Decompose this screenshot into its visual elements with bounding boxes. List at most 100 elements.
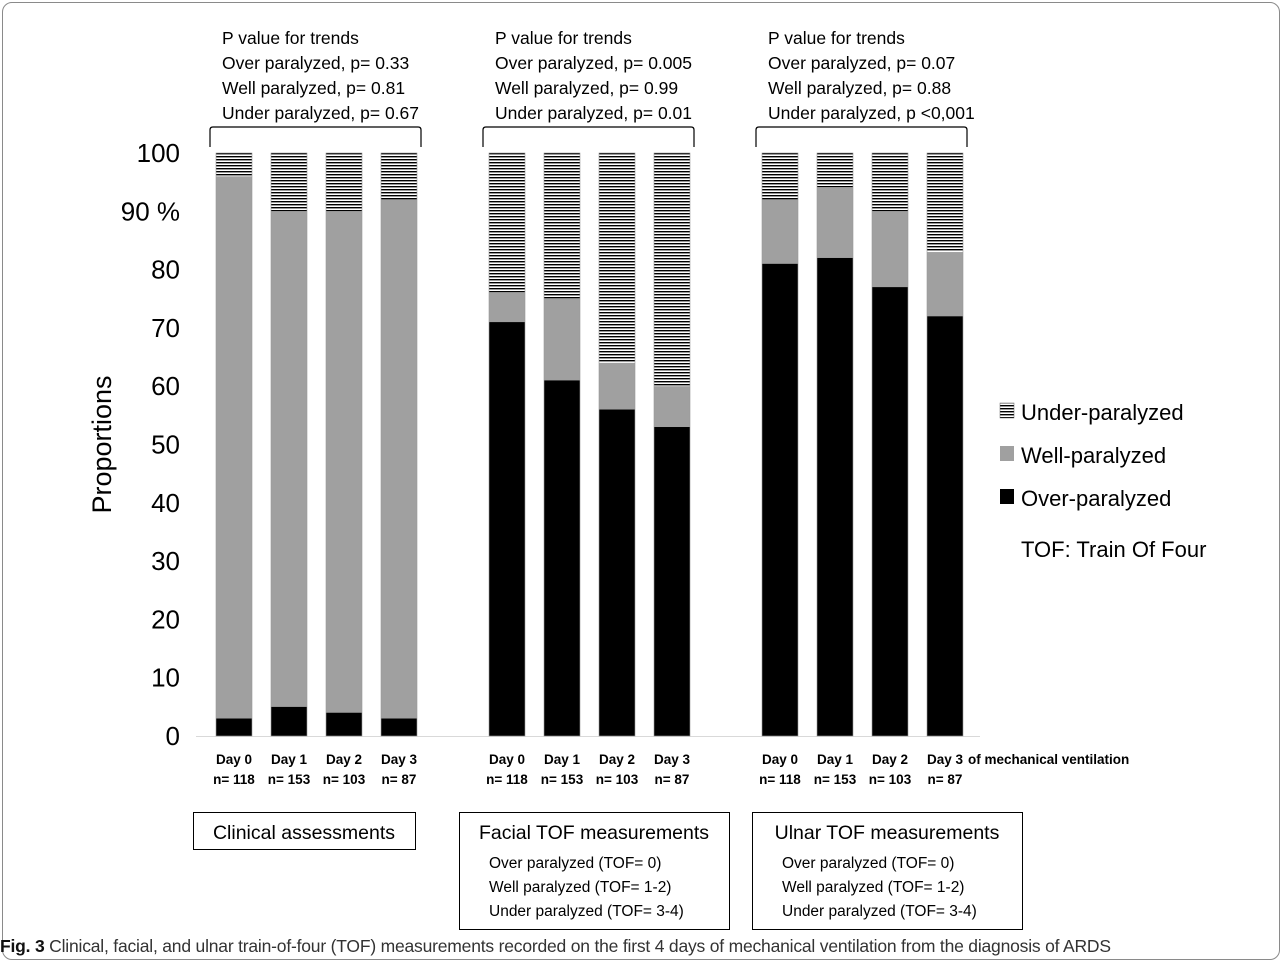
legend-swatch-under <box>999 402 1015 419</box>
bar-segment-under <box>817 153 853 188</box>
bar-segment-under <box>326 153 362 212</box>
x-tick-n-label: n= 103 <box>323 772 366 787</box>
group-box <box>459 812 730 930</box>
bar-segment-well <box>927 252 963 317</box>
bar-segment-under <box>927 153 963 253</box>
group-definition-line: Under paralyzed (TOF= 3-4) <box>782 903 977 920</box>
x-tick-day-label: Day 2 <box>599 752 635 767</box>
bar-segment-well <box>654 386 690 428</box>
x-tick-day-label: Day 1 <box>544 752 581 767</box>
y-axis-label: Proportions <box>87 375 117 513</box>
bar-segment-over <box>654 427 690 736</box>
y-tick-label: 50 <box>151 430 180 460</box>
x-tick-n-label: n= 153 <box>268 772 311 787</box>
bar-outline <box>871 152 909 737</box>
group-title: Clinical assessments <box>213 822 395 844</box>
group-box <box>193 812 416 850</box>
bar-segment-well <box>817 187 853 258</box>
bar-segment-over <box>872 287 908 736</box>
x-tick-n-label: n= 87 <box>655 772 690 787</box>
bar-segment-over <box>271 706 307 736</box>
group-definition-line: Under paralyzed (TOF= 3-4) <box>489 903 684 920</box>
y-tick-label: 20 <box>151 604 180 634</box>
x-tick-n-label: n= 118 <box>486 772 528 787</box>
x-tick-day-label: Day 3 <box>654 752 691 767</box>
pvalue-text: Under paralyzed, p= 0.67 <box>222 103 419 123</box>
pvalue-text: Over paralyzed, p= 0.005 <box>495 53 692 73</box>
bar-segment-under <box>599 153 635 363</box>
bar-outline <box>380 152 418 737</box>
x-tick-day-label: Day 2 <box>872 752 908 767</box>
y-tick-label: 80 <box>151 255 180 285</box>
legend-note: TOF: Train Of Four <box>1021 537 1206 562</box>
bar-segment-over <box>599 409 635 736</box>
x-tick-day-label: Day 3 <box>381 752 418 767</box>
y-tick-label: 0 <box>166 721 180 751</box>
bar-outline <box>926 152 964 737</box>
bar-segment-under <box>381 153 417 200</box>
pvalue-bracket <box>755 126 968 147</box>
y-tick-label: 40 <box>151 488 180 518</box>
bar-outline <box>270 152 308 737</box>
y-tick-label: 30 <box>151 546 180 576</box>
bar-outline <box>816 152 854 737</box>
x-tick-day-label: Day 1 <box>817 752 854 767</box>
x-tick-day-label: Day 0 <box>216 752 252 767</box>
bar-segment-well <box>216 176 252 719</box>
bar-segment-well <box>544 298 580 381</box>
bar-segment-under <box>654 153 690 387</box>
pvalue-text: Well paralyzed, p= 0.88 <box>768 78 951 98</box>
bar-segment-well <box>599 362 635 410</box>
group-definition-line: Over paralyzed (TOF= 0) <box>489 855 661 872</box>
bar-segment-well <box>326 211 362 713</box>
bar-segment-over <box>817 257 853 736</box>
bar-segment-under <box>872 153 908 212</box>
bar-outline <box>488 152 526 737</box>
y-tick-label: 90 % <box>121 196 180 226</box>
pvalue-text: P value for trends <box>495 28 632 48</box>
bar-segment-over <box>762 263 798 736</box>
x-tick-n-label: n= 153 <box>814 772 857 787</box>
y-tick-label: 60 <box>151 371 180 401</box>
bar-segment-over <box>381 718 417 736</box>
x-tick-n-label: n= 87 <box>382 772 417 787</box>
y-tick-label: 10 <box>151 663 180 693</box>
bar-segment-well <box>381 199 417 719</box>
figure-caption: Fig. 3 Clinical, facial, and ulnar train… <box>0 936 1284 957</box>
bar-segment-under <box>762 153 798 200</box>
pvalue-text: P value for trends <box>222 28 359 48</box>
bar-segment-over <box>489 322 525 736</box>
bar-outline <box>598 152 636 737</box>
x-tick-n-label: n= 118 <box>759 772 801 787</box>
bar-segment-well <box>762 199 798 264</box>
x-tick-day-label: Day 0 <box>762 752 798 767</box>
bar-outline <box>653 152 691 737</box>
legend-label-under: Under-paralyzed <box>1021 400 1184 425</box>
caption-label: Fig. 3 <box>0 936 45 956</box>
group-definition-line: Well paralyzed (TOF= 1-2) <box>782 879 964 896</box>
pvalue-bracket <box>482 126 695 147</box>
bar-segment-well <box>489 292 525 323</box>
pvalue-text: Over paralyzed, p= 0.07 <box>768 53 955 73</box>
legend-swatch-well <box>1000 446 1014 461</box>
bar-segment-well <box>872 211 908 288</box>
legend-label-well: Well-paralyzed <box>1021 443 1166 468</box>
pvalue-text: Well paralyzed, p= 0.99 <box>495 78 678 98</box>
pvalue-text: Under paralyzed, p= 0.01 <box>495 103 692 123</box>
legend-label-over: Over-paralyzed <box>1021 486 1171 511</box>
bar-segment-under <box>489 153 525 293</box>
x-tick-n-label: n= 153 <box>541 772 584 787</box>
x-tick-day-label: Day 3 <box>927 752 964 767</box>
x-axis-suffix: of mechanical ventilation <box>968 752 1129 767</box>
bar-segment-over <box>216 718 252 736</box>
bar-outline <box>543 152 581 737</box>
group-definition-line: Well paralyzed (TOF= 1-2) <box>489 879 671 896</box>
x-tick-n-label: n= 87 <box>928 772 963 787</box>
bar-outline <box>215 152 253 737</box>
caption-text: Clinical, facial, and ulnar train-of-fou… <box>49 936 1111 956</box>
x-tick-day-label: Day 1 <box>271 752 308 767</box>
bar-outline <box>761 152 799 737</box>
bar-segment-under <box>271 153 307 212</box>
